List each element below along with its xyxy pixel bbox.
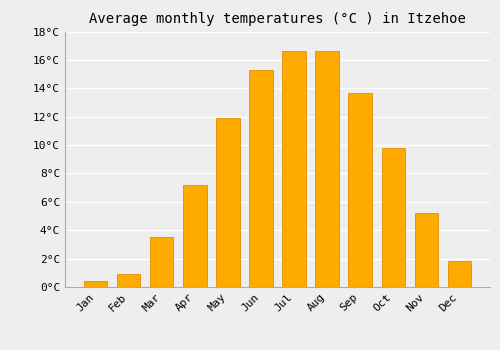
Bar xyxy=(84,281,108,287)
Bar xyxy=(216,118,240,287)
Title: Average monthly temperatures (°C ) in Itzehoe: Average monthly temperatures (°C ) in It… xyxy=(89,12,466,26)
Bar xyxy=(448,261,470,287)
Bar xyxy=(282,51,306,287)
Bar xyxy=(250,70,272,287)
Bar xyxy=(118,274,141,287)
Bar xyxy=(316,51,338,287)
Bar xyxy=(414,213,438,287)
Bar xyxy=(184,185,206,287)
Bar xyxy=(382,148,404,287)
Bar xyxy=(150,237,174,287)
Bar xyxy=(348,92,372,287)
